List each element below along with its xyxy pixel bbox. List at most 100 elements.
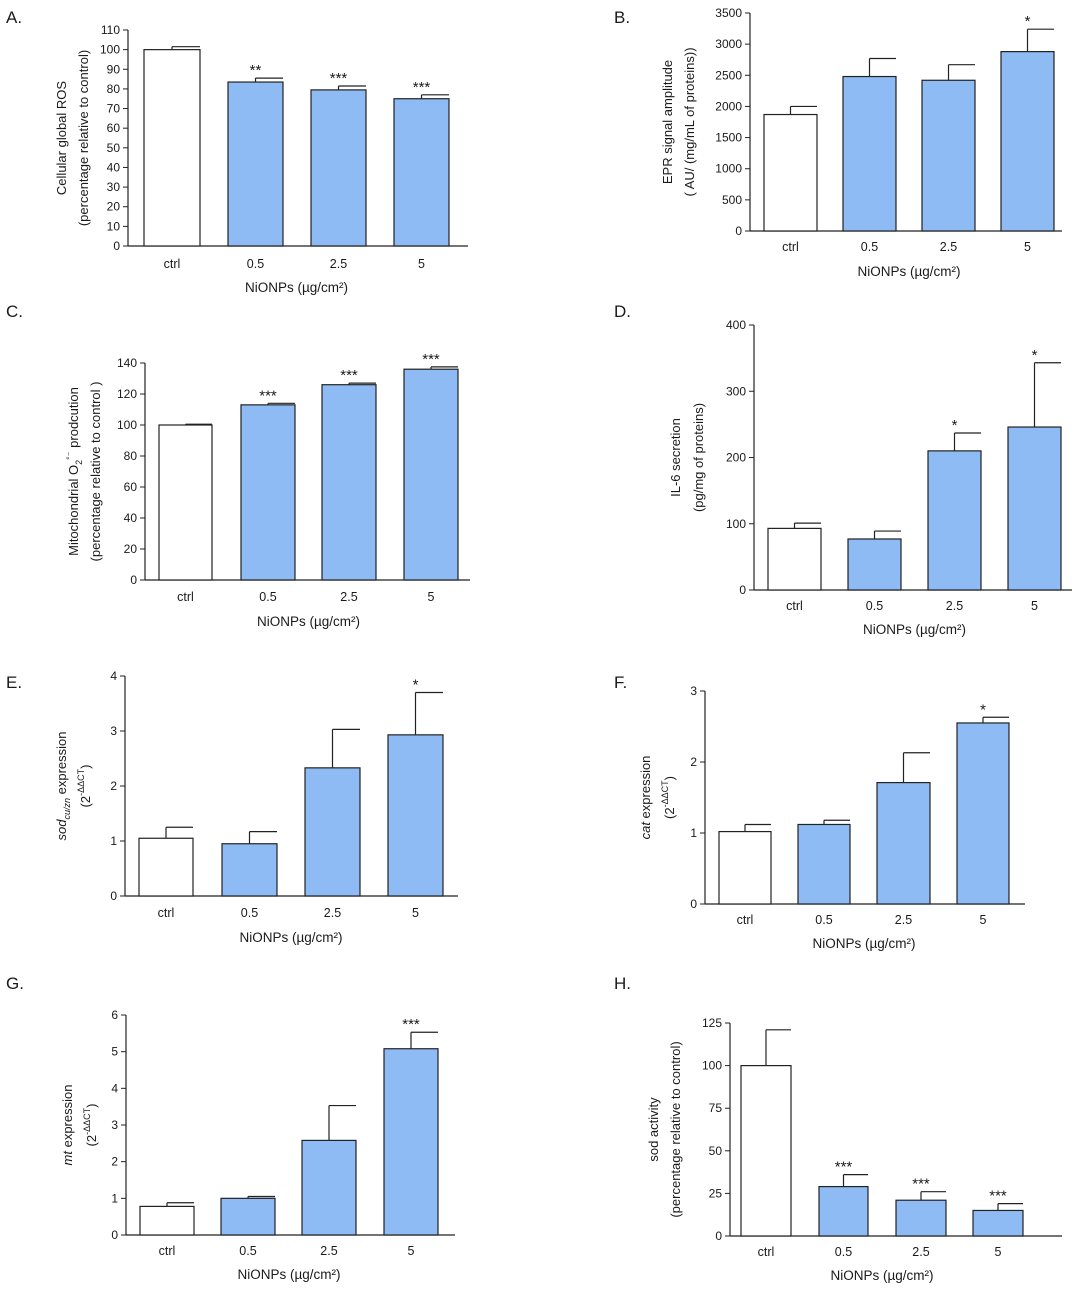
bar-2.5 [895, 1199, 947, 1237]
y-axis-label-line-2: (2-ΔΔCT) [76, 765, 93, 808]
y-tick-label: 0 [735, 224, 742, 238]
y-tick-label: 2 [110, 779, 117, 793]
bar-5 [383, 1048, 439, 1236]
y-tick-label: 0 [113, 239, 120, 253]
y-tick-label: 0 [690, 897, 697, 911]
y-tick-label: 5 [111, 1045, 118, 1059]
y-tick-label: 70 [107, 102, 121, 116]
y-tick-label: 1 [111, 1191, 118, 1205]
y-tick-label: 2500 [715, 68, 742, 82]
category-label: 5 [408, 1244, 415, 1258]
y-tick-label: 3 [110, 724, 117, 738]
y-tick-label: 2 [111, 1155, 118, 1169]
bar-2.5 [876, 781, 931, 905]
x-axis-label: NiONPs (µg/cm²) [830, 1268, 933, 1283]
bar-0.5 [221, 843, 278, 897]
y-tick-label: 80 [124, 449, 138, 463]
y-tick-label: 40 [124, 511, 138, 525]
category-label: 2.5 [324, 906, 341, 920]
y-axis-label-line-1: cat expression [638, 756, 653, 840]
y-tick-label: 100 [702, 1059, 722, 1073]
chart-panel-a: A. 0 10 20 30 40 50 60 70 80 90 100 110 ctrl 0.5 ** 2.5 *… [6, 8, 468, 295]
significance-marker: *** [989, 1188, 1007, 1205]
bar-5 [1000, 51, 1055, 232]
significance-marker: ** [250, 62, 262, 79]
x-axis-label: NiONPs (µg/cm²) [257, 614, 360, 629]
y-axis-label-line-1: mt expression [60, 1085, 75, 1166]
category-label: 0.5 [861, 240, 878, 254]
panel-label: C. [6, 302, 23, 321]
y-tick-label: 30 [107, 180, 121, 194]
y-tick-label: 300 [726, 384, 746, 398]
y-tick-label: 0 [110, 889, 117, 903]
panel-label: B. [614, 8, 630, 27]
y-tick-label: 4 [110, 669, 117, 683]
significance-marker: *** [402, 1016, 420, 1033]
bar-ctrl [143, 49, 201, 247]
bar-5 [972, 1209, 1024, 1237]
x-axis-label: NiONPs (µg/cm²) [237, 1267, 340, 1282]
bar-0.5 [818, 1185, 869, 1237]
significance-marker: * [1025, 13, 1031, 30]
bar-ctrl [767, 527, 822, 591]
category-label: ctrl [782, 240, 799, 254]
chart-panel-d: D. 0 100 200 300 400 ctrl 0.5 2.5 * 5 * NiONPs (µg/c… [614, 302, 1072, 637]
category-label: ctrl [758, 1245, 775, 1259]
bar-2.5 [301, 1139, 357, 1236]
y-tick-label: 10 [107, 219, 121, 233]
category-label: 0.5 [239, 1244, 256, 1258]
category-label: 5 [1031, 599, 1038, 613]
y-axis-label-line-2: (2-ΔΔCT) [660, 776, 677, 819]
y-axis-label-line-1: EPR signal amplitude [660, 60, 675, 184]
bar-0.5 [797, 823, 851, 905]
category-label: 2.5 [895, 913, 912, 927]
chart-panel-e: E. 0 1 2 3 4 ctrl 0.5 2.5 5 * NiONPs (µg/cm²) sodcu/… [6, 669, 458, 945]
y-axis-label-line-2: (percentage relative to control ) [88, 382, 103, 562]
significance-marker: *** [340, 367, 358, 384]
panel-label: H. [614, 974, 631, 993]
y-tick-label: 1 [110, 834, 117, 848]
bar-ctrl [138, 837, 194, 897]
category-label: 2.5 [946, 599, 963, 613]
y-tick-label: 80 [107, 82, 121, 96]
bar-5 [956, 722, 1010, 905]
y-axis-label-line-1: sodcu/zn expression [54, 732, 72, 841]
chart-panel-f: F. 0 1 2 3 ctrl 0.5 2.5 5 * NiONPs (µg/cm²) cat exp… [614, 673, 1025, 951]
significance-marker: *** [259, 387, 277, 404]
y-axis-label-line-1: sod activity [646, 1097, 661, 1162]
bar-ctrl [718, 830, 772, 905]
x-axis-label: NiONPs (µg/cm²) [812, 936, 915, 951]
significance-marker: *** [413, 79, 431, 96]
y-tick-label: 6 [111, 1008, 118, 1022]
y-tick-label: 1000 [715, 162, 742, 176]
x-axis-label: NiONPs (µg/cm²) [863, 622, 966, 637]
bar-ctrl [139, 1205, 195, 1236]
y-axis-label-line-2: ( AU/ (mg/mL of proteins)) [682, 47, 697, 196]
y-tick-label: 40 [107, 160, 121, 174]
y-tick-label: 100 [117, 418, 137, 432]
chart-panel-c: C. 0 20 40 60 80 100 120 140 ctrl 0.5 *** 2.5 *** 5 ***… [6, 302, 470, 629]
bar-5 [387, 734, 444, 897]
bar-ctrl [158, 424, 213, 581]
bar-2.5 [321, 384, 377, 581]
bar-0.5 [220, 1197, 276, 1236]
chart-panel-b: B. 0 500 1000 1500 2000 2500 3000 3500 ctrl 0.5 2.5… [614, 6, 1062, 279]
y-tick-label: 3500 [715, 6, 742, 20]
y-tick-label: 400 [726, 318, 746, 332]
significance-marker: * [413, 677, 419, 694]
y-tick-label: 1 [690, 826, 697, 840]
significance-marker: * [952, 417, 958, 434]
y-tick-label: 60 [107, 121, 121, 135]
y-tick-label: 500 [722, 193, 742, 207]
panel-label: G. [6, 974, 24, 993]
bar-0.5 [227, 81, 284, 247]
bar-0.5 [842, 75, 897, 232]
bar-5 [1007, 426, 1062, 591]
y-axis-label-line-2: (pg/mg of proteins) [691, 403, 706, 512]
y-axis-label-line-1: Cellular global ROS [54, 81, 69, 195]
chart-panel-h: H. 0 25 50 75 100 125 ctrl 0.5 *** 2.5 *** 5 *** NiONP… [614, 974, 1062, 1283]
category-label: 2.5 [320, 1244, 337, 1258]
panel-label: F. [614, 673, 627, 692]
panel-label: E. [6, 673, 22, 692]
